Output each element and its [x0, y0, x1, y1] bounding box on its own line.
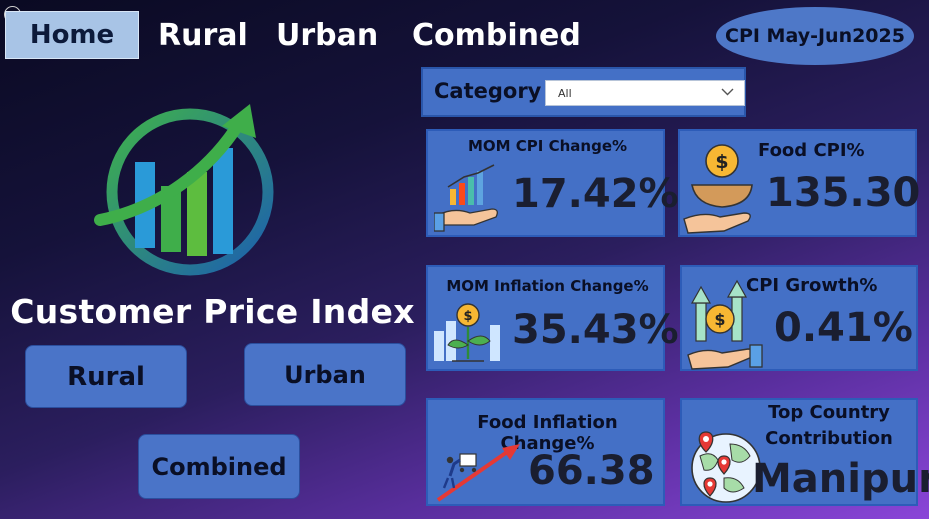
growth-chart-logo-icon — [94, 104, 274, 276]
home-button[interactable]: Home — [5, 11, 139, 59]
kpi-card-food-cpi: Food CPI% $ 135.30 — [678, 129, 921, 237]
kpi-card-mom-inflation: MOM Inflation Change% $ 35.43% — [426, 265, 679, 371]
svg-text:$: $ — [714, 310, 725, 329]
chevron-down-icon — [721, 88, 734, 96]
kpi-card-top-country: Top Country Contribution Manipur — [680, 398, 929, 506]
kpi-title: Food Inflation Change% — [477, 412, 618, 454]
combined-button[interactable]: Combined — [138, 434, 300, 499]
kpi-title-line2: Contribution — [765, 428, 893, 449]
svg-text:$: $ — [715, 151, 728, 173]
kpi-title: MOM CPI Change% — [467, 137, 628, 155]
nav-rural[interactable]: Rural — [158, 18, 248, 53]
money-plant-icon: $ — [434, 303, 500, 362]
kpi-card-mom-cpi: MOM CPI Change% 17.42% — [426, 129, 679, 237]
kpi-title: MOM Inflation Change% — [446, 277, 649, 295]
urban-button[interactable]: Urban — [244, 343, 406, 406]
category-label: Category — [434, 79, 542, 103]
rural-button[interactable]: Rural — [25, 345, 187, 408]
coin-growth-hand-icon: $ — [687, 279, 763, 370]
kpi-value: Manipur — [752, 456, 929, 502]
category-dropdown-value: All — [558, 86, 572, 100]
kpi-value: 135.30 — [766, 170, 921, 216]
kpi-title: CPI Growth% — [746, 275, 878, 296]
rising-cart-arrow-icon — [436, 444, 520, 502]
category-filter: Category All — [421, 67, 746, 117]
kpi-value: 0.41% — [774, 305, 913, 351]
period-badge: CPI May-Jun2025 — [716, 7, 914, 65]
svg-text:$: $ — [463, 309, 472, 324]
page-title: Customer Price Index — [10, 292, 415, 331]
coin-bowl-hand-icon: $ — [683, 144, 753, 234]
kpi-value: 66.38 — [528, 448, 655, 494]
hand-growth-chart-icon — [434, 164, 498, 232]
nav-combined[interactable]: Combined — [412, 18, 581, 53]
kpi-value: 35.43% — [512, 307, 679, 353]
globe-location-pins-icon — [691, 431, 761, 503]
kpi-title-line1: Top Country — [768, 402, 890, 423]
category-dropdown[interactable]: All — [545, 80, 745, 106]
kpi-value: 17.42% — [512, 171, 679, 217]
kpi-card-cpi-growth: CPI Growth% $ 0.41% — [680, 265, 918, 371]
kpi-title: Food CPI% — [758, 140, 865, 161]
nav-urban[interactable]: Urban — [276, 18, 379, 53]
kpi-card-food-inflation: Food Inflation Change% 66.38 — [426, 398, 665, 506]
